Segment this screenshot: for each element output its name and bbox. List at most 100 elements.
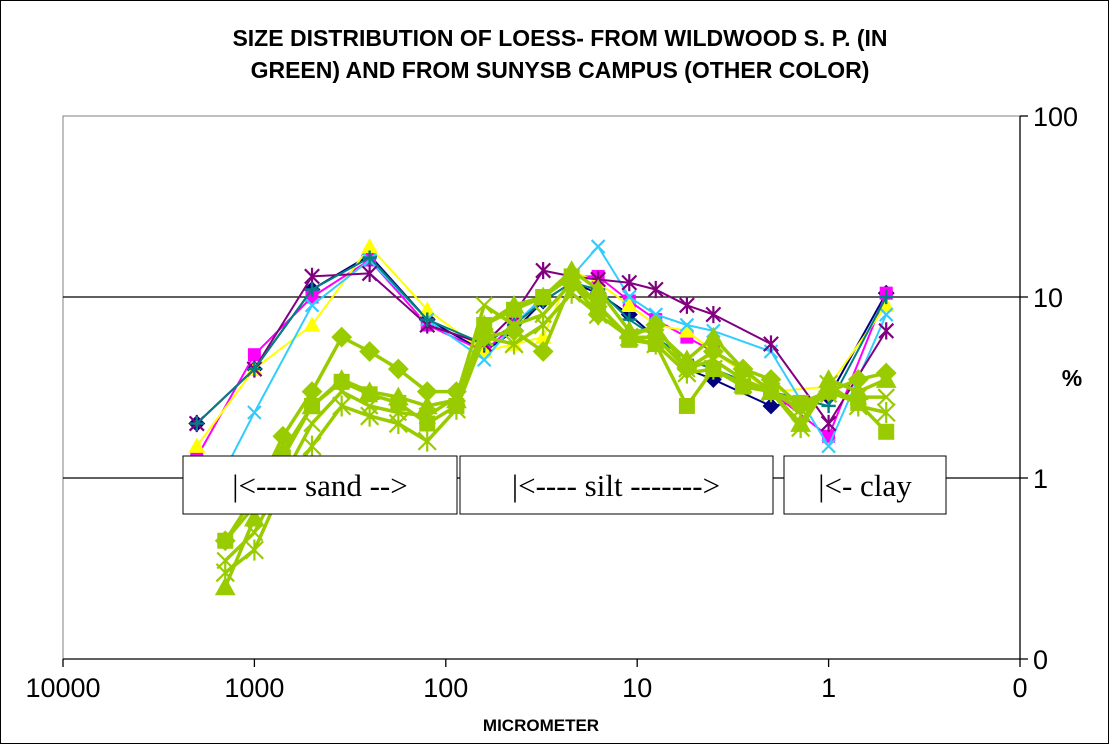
data-point: [877, 296, 895, 313]
annotation-clay: |<- clay: [783, 455, 947, 515]
data-point: [361, 264, 378, 282]
data-point: [533, 314, 553, 336]
data-point: [645, 320, 667, 340]
x-tick-label: 1000: [224, 673, 284, 703]
data-point: [188, 437, 206, 453]
data-point: [214, 576, 236, 596]
data-point: [620, 296, 638, 313]
data-point: [505, 316, 523, 334]
data-point: [504, 333, 524, 355]
data-point: [587, 279, 609, 298]
data-point: [678, 296, 695, 314]
annotation-sand-box: [182, 455, 458, 515]
data-point: [503, 320, 525, 342]
data-point: [646, 333, 666, 355]
data-point: [189, 416, 204, 431]
data-point: [361, 386, 378, 403]
annotation-silt-label: |<---- silt ------->: [512, 468, 720, 503]
x-tick-label: 100: [423, 673, 468, 703]
data-point: [331, 326, 353, 348]
data-point: [217, 532, 234, 549]
x-axis-label: MICROMETER: [483, 716, 599, 735]
data-point: [360, 405, 380, 427]
data-point: [877, 388, 895, 406]
data-point: [304, 282, 320, 297]
data-point: [879, 289, 894, 305]
annotation-clay-label: |<- clay: [818, 468, 912, 503]
data-point: [244, 539, 264, 561]
data-point: [820, 414, 837, 433]
annotation-silt-box: [459, 455, 774, 515]
data-point: [878, 423, 895, 440]
data-point: [791, 416, 811, 439]
data-point: [419, 415, 436, 432]
x-tick-label: 10000: [25, 673, 100, 703]
data-point: [532, 341, 554, 362]
series-layer: [188, 238, 897, 596]
x-tick-label: 0: [1012, 673, 1027, 703]
y-axis-label: %: [1062, 365, 1082, 391]
data-point: [878, 322, 895, 340]
data-point: [303, 414, 321, 433]
data-point: [733, 373, 753, 395]
data-point: [388, 412, 408, 435]
data-point: [621, 274, 638, 292]
data-point: [761, 381, 781, 403]
data-point: [878, 307, 894, 322]
data-point: [563, 268, 580, 285]
data-point: [703, 358, 723, 380]
data-point: [418, 407, 437, 425]
chart-title-line-2: GREEN) AND FROM SUNYSB CAMPUS (OTHER COL…: [251, 57, 870, 83]
data-point: [702, 341, 724, 362]
data-point: [303, 316, 321, 332]
y-tick-label: 1: [1033, 464, 1048, 494]
data-point: [361, 238, 379, 254]
data-point: [678, 397, 695, 414]
data-point: [247, 361, 262, 377]
y-tick-label: 0: [1033, 645, 1048, 675]
data-point: [875, 369, 897, 388]
data-point: [821, 438, 836, 454]
data-point: [387, 358, 409, 380]
x-tick-label: 1: [821, 673, 836, 703]
data-point: [474, 326, 494, 348]
data-point: [562, 282, 582, 304]
series-9: [216, 273, 895, 570]
data-point: [476, 352, 492, 368]
annotation-clay-box: [783, 455, 947, 515]
data-point: [418, 301, 436, 317]
data-point: [702, 326, 724, 346]
data-point: [475, 296, 493, 315]
annotation-sand: |<---- sand -->: [182, 455, 458, 515]
data-point: [535, 261, 552, 280]
annotation-silt: |<---- silt ------->: [459, 455, 774, 515]
data-point: [215, 562, 235, 584]
data-point: [588, 303, 608, 326]
data-point: [762, 397, 780, 415]
data-point: [420, 312, 435, 327]
data-point: [678, 322, 696, 338]
data-point: [359, 341, 381, 362]
data-point: [647, 280, 664, 299]
data-point: [247, 405, 262, 420]
annotation-sand-label: |<---- sand -->: [232, 468, 407, 503]
data-point: [791, 400, 810, 418]
data-point: [876, 401, 896, 424]
data-point: [732, 358, 754, 378]
data-point: [417, 430, 437, 452]
data-point: [677, 362, 697, 384]
data-point: [302, 435, 322, 457]
data-point: [535, 289, 552, 305]
data-point: [446, 398, 467, 420]
data-point: [247, 348, 261, 362]
data-point: [679, 317, 695, 333]
data-point: [390, 394, 407, 411]
data-point: [304, 267, 320, 285]
data-point: [705, 305, 722, 324]
data-point: [332, 382, 351, 401]
data-point: [416, 381, 438, 403]
data-point: [848, 395, 868, 417]
